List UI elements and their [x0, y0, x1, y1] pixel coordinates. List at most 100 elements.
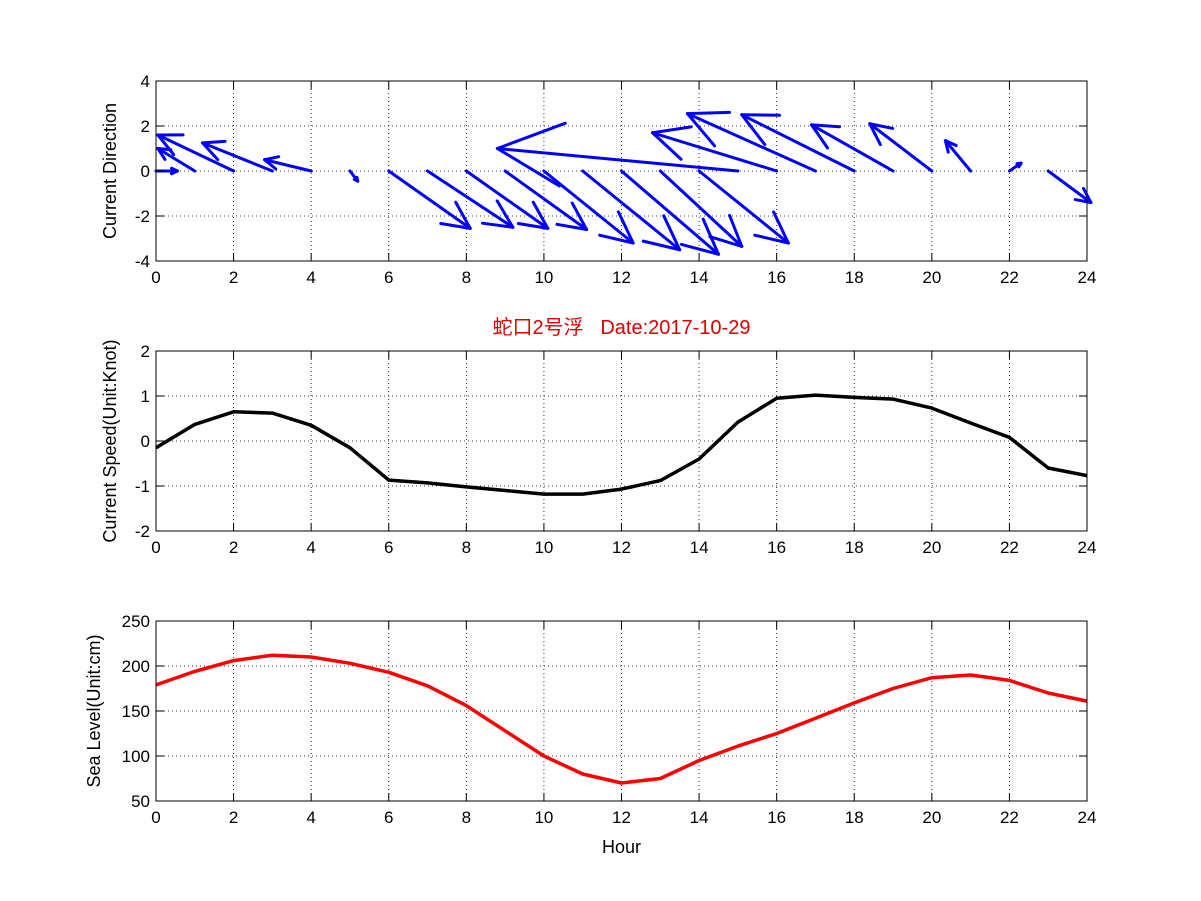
arrow-head [868, 122, 895, 130]
arrow-head [810, 123, 830, 150]
x-tick-label: 22 [1000, 268, 1019, 287]
x-tick-label: 10 [534, 538, 553, 557]
x-tick-label: 20 [922, 538, 941, 557]
x-tick-label: 24 [1078, 808, 1097, 827]
arrow-head [708, 235, 744, 248]
x-tick-label: 6 [384, 538, 393, 557]
arrow-head [641, 239, 682, 252]
arrow-head [570, 201, 589, 231]
arrow-head [170, 166, 179, 173]
quiver-arrow [495, 121, 740, 188]
x-tick-label: 16 [767, 268, 786, 287]
x-tick-label: 2 [229, 808, 238, 827]
x-tick-label: 4 [306, 268, 315, 287]
y-tick-label: 2 [141, 342, 150, 361]
x-tick-label: 4 [306, 538, 315, 557]
arrow-shaft [1046, 169, 1093, 204]
arrow-shaft [697, 169, 790, 245]
arrow-head [740, 113, 767, 147]
arrow-shaft [387, 169, 472, 230]
y-tick-label: 0 [141, 162, 150, 181]
arrow-head [156, 133, 176, 157]
x-tick-label: 14 [690, 538, 709, 557]
arrow-head [943, 139, 950, 154]
x-tick-label: 8 [462, 808, 471, 827]
y-tick-label: 2 [141, 117, 150, 136]
y-tick-label: -4 [135, 252, 150, 271]
arrow-head [454, 200, 472, 230]
x-tick-label: 16 [767, 808, 786, 827]
arrow-shaft [156, 147, 197, 173]
x-tick-label: 8 [462, 538, 471, 557]
quiver-arrow [740, 113, 856, 173]
y-tick-label: 50 [131, 792, 150, 811]
y-tick-label: -2 [135, 207, 150, 226]
arrow-head [740, 113, 781, 117]
y-tick-label: 200 [122, 657, 150, 676]
arrow-head [201, 141, 220, 162]
arrow-head [263, 155, 281, 162]
y-axis-label: Sea Level(Unit:cm) [84, 634, 104, 787]
x-tick-label: 18 [845, 268, 864, 287]
quiver-arrow [156, 147, 197, 173]
x-tick-label: 18 [845, 808, 864, 827]
quiver-arrow [658, 169, 744, 248]
y-tick-label: 150 [122, 702, 150, 721]
x-tick-label: 12 [612, 268, 631, 287]
arrow-shaft [495, 147, 740, 173]
x-tick-label: 14 [690, 808, 709, 827]
arrow-head [531, 200, 550, 230]
quiver-arrow [348, 169, 360, 183]
arrow-head [728, 213, 744, 248]
arrow-head [156, 147, 167, 161]
arrow-head [480, 221, 515, 229]
arrow-shaft [201, 141, 274, 173]
quiver-arrow [581, 169, 682, 252]
arrow-head [685, 112, 717, 148]
quiver-arrow [464, 169, 550, 230]
chart-title: 蛇口2号浮 Date:2017-10-29 [493, 316, 751, 339]
x-tick-label: 4 [306, 808, 315, 827]
x-tick-label: 12 [612, 538, 631, 557]
x-tick-label: 24 [1078, 268, 1097, 287]
arrow-shaft [464, 169, 550, 230]
arrow-head [201, 139, 227, 145]
quiver-arrow [685, 110, 817, 173]
y-tick-label: 4 [141, 72, 150, 91]
arrow-shaft [658, 169, 744, 248]
x-tick-label: 20 [922, 268, 941, 287]
arrow-head [555, 222, 589, 231]
x-tick-label: 20 [922, 808, 941, 827]
x-tick-label: 16 [767, 538, 786, 557]
quiver-arrow [426, 169, 515, 229]
x-tick-label: 12 [612, 808, 631, 827]
arrow-head [679, 242, 720, 256]
series-line [155, 393, 1088, 496]
quiver-arrow [542, 169, 635, 245]
arrow-shaft [503, 169, 589, 231]
quiver-arrow [503, 169, 589, 231]
arrow-head [810, 123, 842, 129]
x-tick-label: 6 [384, 268, 393, 287]
x-tick-label: 8 [462, 268, 471, 287]
arrow-shaft [263, 158, 313, 173]
quiver-arrow [263, 155, 313, 173]
quiver-arrow [651, 125, 779, 173]
arrow-shaft [156, 133, 236, 173]
y-tick-label: -1 [135, 477, 150, 496]
quiver-arrow [868, 122, 934, 173]
x-tick-label: 2 [229, 538, 238, 557]
arrow-head [662, 214, 682, 252]
arrow-head [495, 147, 561, 188]
arrow-head [516, 222, 550, 230]
arrow-shaft [542, 169, 635, 245]
quiver-arrow [697, 169, 790, 245]
x-tick-label: 14 [690, 268, 709, 287]
x-tick-label: 0 [151, 808, 160, 827]
arrow-shaft [685, 112, 817, 173]
arrow-head [651, 125, 693, 135]
arrow-head [772, 210, 790, 245]
